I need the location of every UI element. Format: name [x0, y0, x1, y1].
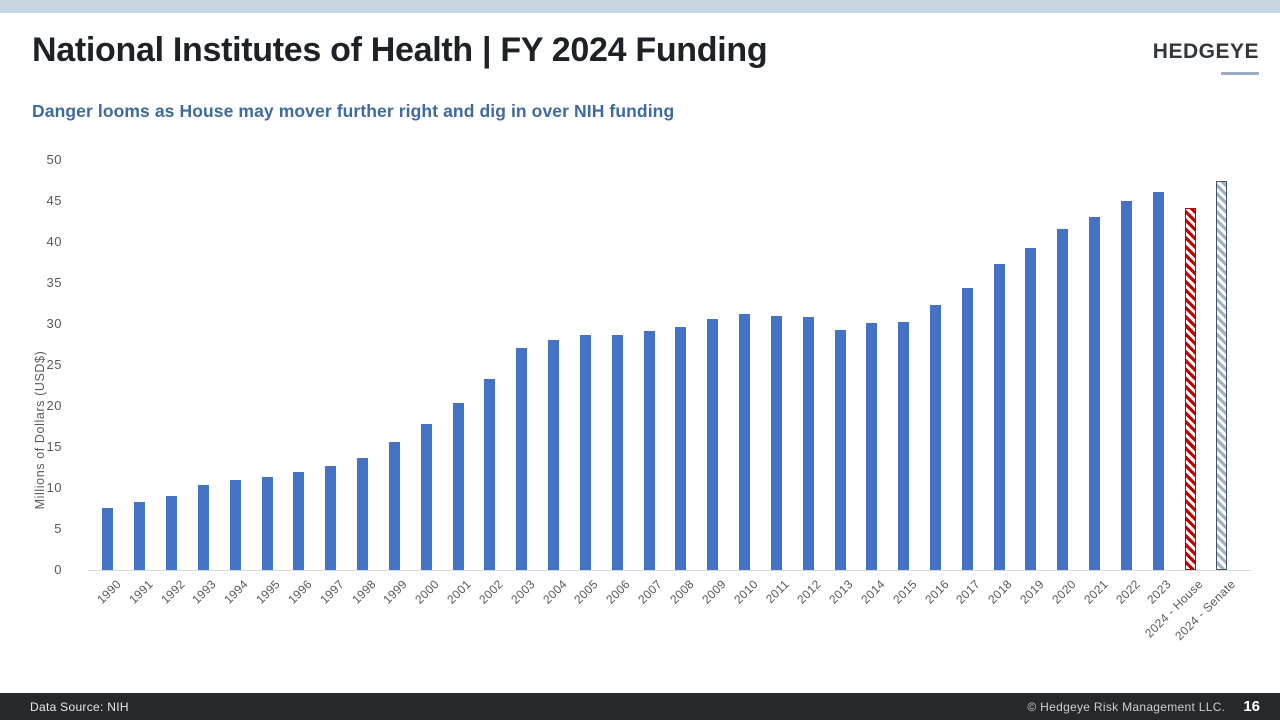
- bar-2015: [898, 321, 910, 570]
- bar-1993: [197, 484, 209, 570]
- bar-1996: [293, 472, 305, 570]
- x-axis-label: 2003: [507, 577, 538, 607]
- bar-2024-House: [1184, 207, 1196, 570]
- x-axis-label: 2013: [826, 577, 856, 607]
- bar-2012: [802, 316, 814, 570]
- bar-2018: [993, 264, 1005, 570]
- page-subtitle: Danger looms as House may mover further …: [32, 101, 675, 121]
- footer-right: © Hedgeye Risk Management LLC. 16: [1027, 698, 1260, 715]
- y-axis-tick-label: 0: [54, 562, 62, 577]
- x-axis-label: 1990: [94, 577, 124, 607]
- bar-2020: [1057, 228, 1069, 570]
- bar-2006: [611, 335, 623, 570]
- bar-2023: [1152, 191, 1164, 570]
- y-axis-tick-label: 40: [46, 234, 62, 249]
- bar-2013: [834, 329, 846, 570]
- x-axis-label: 2017: [953, 577, 984, 607]
- x-axis-label: 2005: [571, 577, 602, 607]
- bar-2000: [420, 424, 432, 570]
- x-axis-label: 1994: [221, 577, 252, 607]
- x-axis-label: 1995: [253, 577, 283, 607]
- y-axis-tick-label: 30: [46, 316, 62, 331]
- logo-underline: [1221, 72, 1259, 75]
- bar-2001: [452, 402, 464, 570]
- bar-2022: [1120, 201, 1132, 570]
- bar-1998: [357, 458, 369, 570]
- bar-2005: [579, 335, 591, 570]
- hedgeye-logo: HEDGEYE: [1153, 41, 1259, 75]
- page-title: National Institutes of Health | FY 2024 …: [32, 31, 768, 69]
- x-axis-label: 2021: [1080, 577, 1111, 607]
- x-axis-label: 1996: [285, 577, 315, 607]
- x-axis-label: 2006: [603, 577, 634, 607]
- x-axis-label: 2018: [985, 577, 1016, 607]
- bar-2014: [866, 323, 878, 570]
- bar-2017: [961, 287, 973, 570]
- page-number: 16: [1243, 698, 1260, 715]
- x-axis-label: 2015: [889, 577, 920, 607]
- x-axis-label: 2008: [667, 577, 697, 607]
- x-axis-label: 2007: [635, 577, 665, 607]
- x-axis-label: 2020: [1049, 577, 1079, 607]
- bar-1990: [102, 507, 114, 570]
- hedgeye-logo-text: HEDGEYE: [1152, 40, 1259, 63]
- y-axis-tick-label: 15: [46, 439, 62, 454]
- x-axis-label: 2014: [858, 577, 888, 607]
- x-axis-label: 2012: [794, 577, 825, 607]
- x-axis-label: 1991: [126, 577, 156, 607]
- bar-2024-Senate: [1216, 181, 1228, 570]
- bar-2010: [739, 314, 750, 570]
- bar-chart: Millions of Dollars (USD$) 0 5 10 15 20 25 30 3…: [33, 152, 1252, 643]
- x-axis-label: 2009: [698, 577, 729, 607]
- bar-2019: [1025, 247, 1037, 570]
- x-axis-label: 2004: [539, 577, 570, 607]
- top-accent-bar: [0, 0, 1280, 13]
- copyright: © Hedgeye Risk Management LLC.: [1027, 699, 1226, 714]
- x-axis-label: 2010: [730, 577, 761, 607]
- x-axis-label: 2019: [1017, 577, 1047, 607]
- x-axis-label: 2002: [476, 577, 506, 607]
- x-axis-label: 1999: [380, 577, 411, 607]
- y-axis-tick-label: 50: [46, 152, 62, 167]
- y-axis-tick-label: 25: [46, 357, 62, 372]
- bar-1997: [325, 465, 337, 570]
- x-axis-line: [88, 570, 1252, 571]
- bar-1991: [134, 501, 146, 570]
- y-axis-tick-label: 20: [46, 398, 62, 413]
- bar-2003: [516, 347, 528, 570]
- x-axis-label: 2016: [921, 577, 952, 607]
- bar-1992: [166, 496, 178, 570]
- bar-2002: [484, 378, 496, 570]
- x-axis-label: 2022: [1112, 577, 1143, 607]
- bar-2011: [770, 315, 782, 570]
- bar-2009: [707, 319, 719, 570]
- x-axis-label: 2011: [763, 577, 793, 607]
- y-axis-tick-label: 10: [46, 480, 62, 495]
- bar-1994: [229, 479, 241, 570]
- x-axis-label: 2001: [444, 577, 474, 607]
- y-axis-tick-label: 5: [54, 521, 62, 536]
- bar-2008: [675, 327, 687, 570]
- data-source: Data Source: NIH: [30, 699, 129, 714]
- bar-1999: [388, 442, 400, 570]
- bar-2004: [548, 340, 560, 570]
- y-axis-tick-label: 45: [46, 193, 62, 208]
- bar-2007: [643, 330, 655, 570]
- bar-2021: [1089, 217, 1101, 570]
- footer-bar: Data Source: NIH © Hedgeye Risk Manageme…: [0, 693, 1280, 720]
- bar-1995: [261, 477, 273, 570]
- bar-2016: [929, 305, 941, 570]
- x-axis-label: 1998: [348, 577, 379, 607]
- x-axis-label: 1992: [157, 577, 188, 607]
- x-axis-label: 1993: [189, 577, 220, 607]
- x-axis-label: 1997: [316, 577, 347, 607]
- x-axis-label: 2000: [412, 577, 443, 607]
- y-axis-tick-label: 35: [46, 275, 62, 290]
